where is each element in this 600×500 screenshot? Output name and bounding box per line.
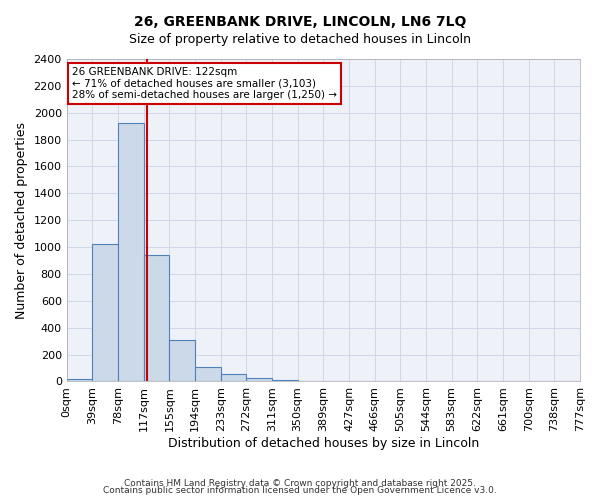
Text: Contains HM Land Registry data © Crown copyright and database right 2025.: Contains HM Land Registry data © Crown c… bbox=[124, 478, 476, 488]
Bar bbox=[92, 244, 118, 382]
Text: Contains public sector information licensed under the Open Government Licence v3: Contains public sector information licen… bbox=[103, 486, 497, 495]
Bar bbox=[67, 380, 92, 382]
Bar bbox=[118, 124, 143, 382]
Text: 26, GREENBANK DRIVE, LINCOLN, LN6 7LQ: 26, GREENBANK DRIVE, LINCOLN, LN6 7LQ bbox=[134, 15, 466, 29]
Text: Size of property relative to detached houses in Lincoln: Size of property relative to detached ho… bbox=[129, 32, 471, 46]
Bar bbox=[169, 340, 195, 382]
Bar bbox=[195, 366, 221, 382]
Bar bbox=[272, 380, 298, 382]
Y-axis label: Number of detached properties: Number of detached properties bbox=[15, 122, 28, 318]
Bar bbox=[247, 378, 272, 382]
Text: 26 GREENBANK DRIVE: 122sqm
← 71% of detached houses are smaller (3,103)
28% of s: 26 GREENBANK DRIVE: 122sqm ← 71% of deta… bbox=[72, 67, 337, 100]
Bar bbox=[143, 255, 169, 382]
Bar bbox=[221, 374, 247, 382]
X-axis label: Distribution of detached houses by size in Lincoln: Distribution of detached houses by size … bbox=[168, 437, 479, 450]
